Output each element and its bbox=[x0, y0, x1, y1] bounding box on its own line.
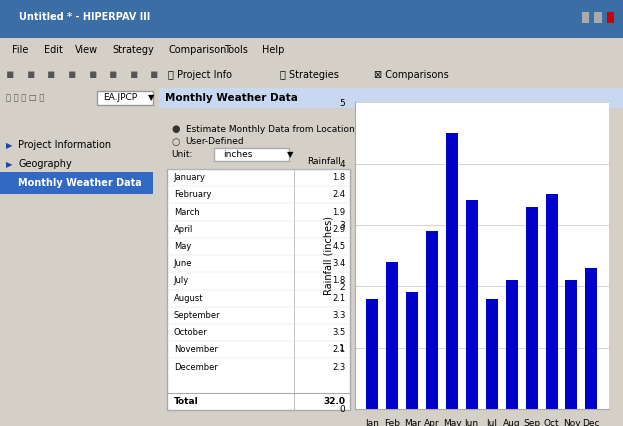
Bar bbox=[466, 200, 478, 409]
Text: 📄 Strategies: 📄 Strategies bbox=[280, 69, 340, 80]
Text: December: December bbox=[174, 363, 217, 371]
Text: January: January bbox=[174, 173, 206, 182]
Text: Project Information: Project Information bbox=[18, 140, 112, 150]
Text: 1.8: 1.8 bbox=[332, 276, 346, 285]
Text: ▪: ▪ bbox=[150, 68, 159, 81]
Text: EA.JPCP: EA.JPCP bbox=[103, 93, 137, 103]
Text: ▪: ▪ bbox=[27, 68, 36, 81]
Text: Strategy: Strategy bbox=[112, 45, 154, 55]
Text: Comparison: Comparison bbox=[168, 45, 227, 55]
Text: ▪: ▪ bbox=[130, 68, 138, 81]
Text: Geography: Geography bbox=[18, 159, 72, 169]
Text: Estimate Monthly Data from Location (load values from database): Estimate Monthly Data from Location (loa… bbox=[186, 125, 485, 134]
Bar bbox=[386, 262, 398, 409]
Bar bbox=[406, 292, 418, 409]
Text: ▪: ▪ bbox=[109, 68, 118, 81]
Text: 3.3: 3.3 bbox=[332, 311, 346, 320]
Text: File: File bbox=[12, 45, 29, 55]
Text: Unit:: Unit: bbox=[171, 150, 193, 159]
Text: Monthly Weather Data: Monthly Weather Data bbox=[165, 93, 298, 103]
Text: ▪: ▪ bbox=[68, 68, 77, 81]
Text: ▪: ▪ bbox=[6, 68, 15, 81]
Text: 3.4: 3.4 bbox=[332, 259, 346, 268]
Y-axis label: Rainfall (inches): Rainfall (inches) bbox=[324, 216, 334, 295]
Bar bbox=[566, 280, 578, 409]
Bar bbox=[426, 231, 438, 409]
FancyBboxPatch shape bbox=[0, 0, 623, 38]
Text: March: March bbox=[174, 207, 199, 216]
Text: ▪: ▪ bbox=[47, 68, 56, 81]
Text: ●: ● bbox=[171, 124, 180, 134]
Text: 32.0: 32.0 bbox=[323, 397, 346, 406]
Text: 1.8: 1.8 bbox=[332, 173, 346, 182]
Text: February: February bbox=[174, 190, 211, 199]
Text: Untitled * - HIPERPAV III: Untitled * - HIPERPAV III bbox=[19, 12, 150, 22]
FancyBboxPatch shape bbox=[214, 148, 289, 161]
Text: 2.4: 2.4 bbox=[332, 190, 346, 199]
Text: ▶: ▶ bbox=[6, 141, 12, 150]
Text: ▶: ▶ bbox=[6, 179, 12, 188]
Text: ▪: ▪ bbox=[88, 68, 97, 81]
Text: November: November bbox=[174, 345, 218, 354]
FancyBboxPatch shape bbox=[0, 172, 153, 194]
Text: ▼: ▼ bbox=[148, 93, 155, 103]
Text: ▼: ▼ bbox=[287, 150, 293, 159]
Text: User-Defined: User-Defined bbox=[186, 138, 244, 147]
Text: 2.9: 2.9 bbox=[332, 225, 346, 234]
FancyBboxPatch shape bbox=[159, 88, 623, 107]
Bar bbox=[586, 268, 597, 409]
Text: ○: ○ bbox=[171, 137, 180, 147]
Text: April: April bbox=[174, 225, 193, 234]
Text: Edit: Edit bbox=[44, 45, 62, 55]
Text: September: September bbox=[174, 311, 221, 320]
Text: 1.9: 1.9 bbox=[332, 207, 346, 216]
Text: 2.1: 2.1 bbox=[332, 294, 346, 302]
Text: Help: Help bbox=[262, 45, 284, 55]
Text: 2.3: 2.3 bbox=[332, 363, 346, 371]
Text: August: August bbox=[174, 294, 203, 302]
Text: inches: inches bbox=[223, 150, 252, 159]
Text: 2.1: 2.1 bbox=[332, 345, 346, 354]
Bar bbox=[486, 299, 498, 409]
Text: 4.5: 4.5 bbox=[332, 242, 346, 251]
Bar bbox=[526, 207, 538, 409]
FancyBboxPatch shape bbox=[97, 90, 153, 105]
Bar bbox=[546, 194, 558, 409]
Bar bbox=[446, 133, 458, 409]
Text: July: July bbox=[174, 276, 189, 285]
Text: 3.5: 3.5 bbox=[332, 328, 346, 337]
Text: Tools: Tools bbox=[224, 45, 248, 55]
Text: Total: Total bbox=[174, 397, 199, 406]
Text: View: View bbox=[75, 45, 98, 55]
FancyBboxPatch shape bbox=[167, 169, 350, 410]
Text: ⊠ Comparisons: ⊠ Comparisons bbox=[374, 69, 449, 80]
Text: ▶: ▶ bbox=[6, 160, 12, 169]
Text: October: October bbox=[174, 328, 207, 337]
Text: 📄 Project Info: 📄 Project Info bbox=[168, 69, 232, 80]
Text: June: June bbox=[174, 259, 193, 268]
Text: ⟋ 🔍 🔍 □ ✋: ⟋ 🔍 🔍 □ ✋ bbox=[6, 93, 45, 103]
Bar bbox=[506, 280, 518, 409]
Bar bbox=[366, 299, 378, 409]
Text: Monthly Weather Data: Monthly Weather Data bbox=[18, 178, 142, 188]
Text: Rainfall: Rainfall bbox=[307, 157, 341, 166]
Text: May: May bbox=[174, 242, 191, 251]
